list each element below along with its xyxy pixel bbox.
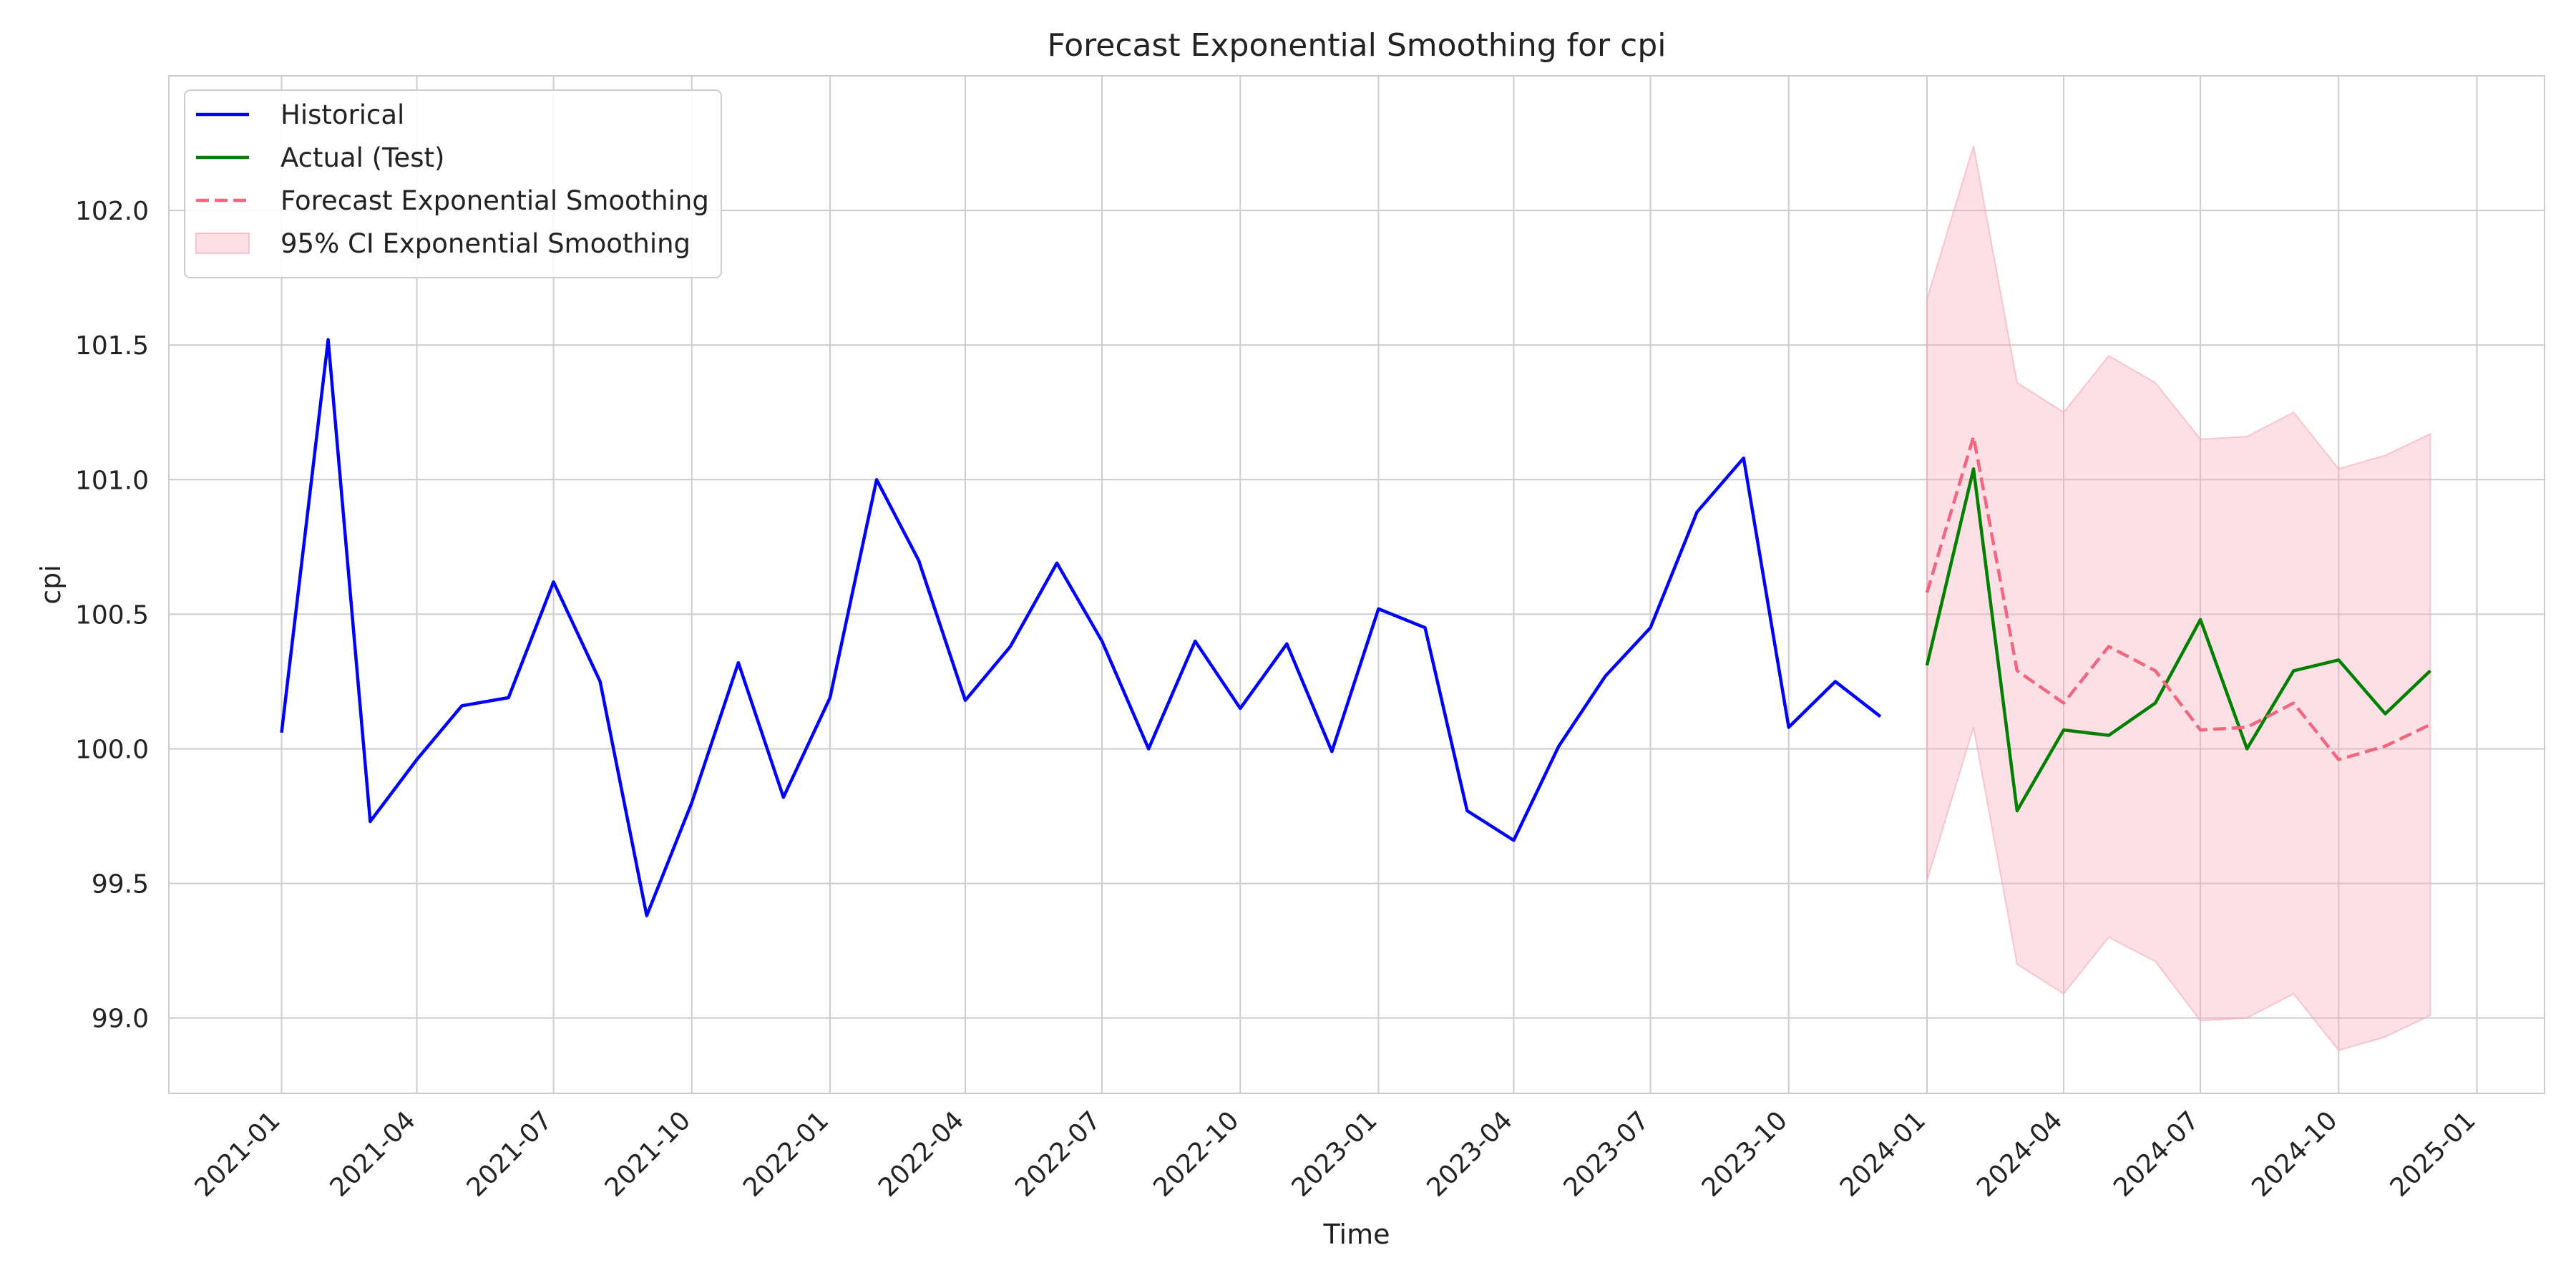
x-axis-label: Time: [1323, 1219, 1390, 1250]
legend-label: Historical: [280, 99, 404, 130]
chart-title: Forecast Exponential Smoothing for cpi: [1048, 27, 1667, 64]
plot-frame: [168, 75, 2545, 1094]
y-tick-label: 102.0: [75, 197, 149, 226]
ci-band: [1926, 145, 2431, 1051]
series-lines: [280, 338, 2431, 917]
grid: [169, 76, 2545, 1093]
legend-label: Forecast Exponential Smoothing: [280, 185, 709, 216]
series-line: [1925, 467, 2431, 813]
y-tick-label: 99.0: [92, 1005, 149, 1034]
legend: Historical Actual (Test) Forecast Exponent…: [184, 89, 722, 278]
y-tick-label: 100.5: [75, 600, 149, 630]
legend-swatch: [195, 233, 250, 254]
legend-label: 95% CI Exponential Smoothing: [280, 228, 691, 259]
legend-box: [184, 89, 722, 278]
series-line: [1925, 434, 2431, 761]
y-tick-label: 99.5: [92, 870, 149, 899]
y-tick-label: 100.0: [75, 735, 149, 764]
y-axis-label: cpi: [35, 565, 67, 605]
y-tick-label: 101.0: [75, 466, 149, 495]
series-line: [280, 338, 1882, 917]
legend-label: Actual (Test): [280, 142, 444, 173]
y-tick-labels: 99.0 99.5 100.0 100.5 101.0 101.5 102.0: [75, 197, 149, 1034]
y-tick-label: 101.5: [75, 331, 149, 361]
confidence-bands: [1926, 145, 2431, 1051]
